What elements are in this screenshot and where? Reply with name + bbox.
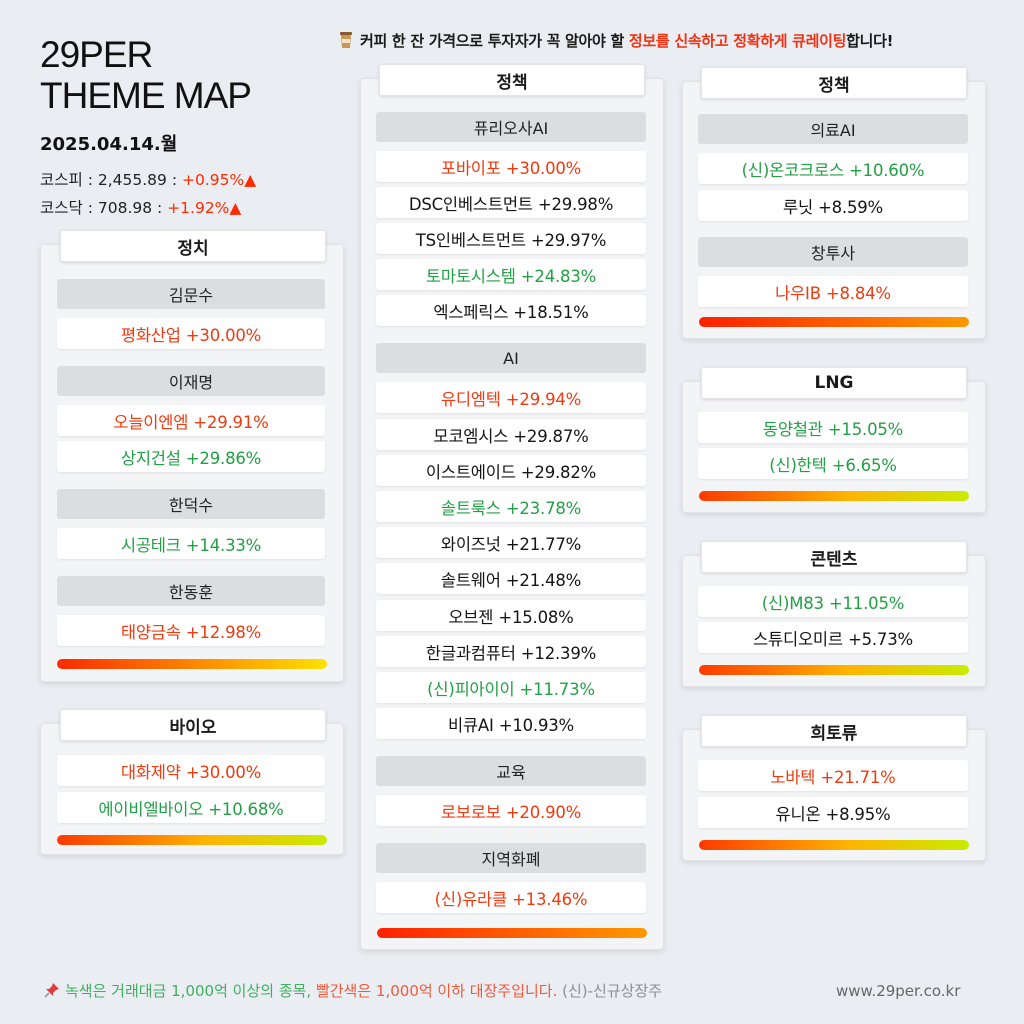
- kospi-change: +0.95%▲: [181, 171, 257, 189]
- brand-title: 29PER THEME MAP: [40, 34, 252, 116]
- stock-item: (신)유라클 +13.46%: [376, 882, 646, 913]
- footnote-red: 빨간색은 1,000억 이하 대장주입니다.: [315, 982, 558, 1000]
- stock-item: 토마토시스템 +24.83%: [376, 259, 646, 290]
- tagline: 커피 한 잔 가격으로 투자자가 꼭 알아야 할 정보를 신속하고 정확하게 큐…: [338, 30, 894, 51]
- stock-item: 로보로보 +20.90%: [376, 795, 646, 826]
- panel-accent-bar: [57, 659, 327, 669]
- report-date: 2025.04.14.월: [40, 134, 178, 155]
- stock-item: 시공테크 +14.33%: [57, 528, 325, 559]
- panel-title-bio: 바이오: [60, 709, 326, 741]
- stock-item: 엑스페릭스 +18.51%: [376, 295, 646, 326]
- panel-title-lng: LNG: [701, 367, 967, 399]
- subhead-ai: AI: [376, 343, 646, 373]
- kosdaq-value: 708.98: [97, 199, 153, 217]
- stock-item: 평화산업 +30.00%: [57, 318, 325, 349]
- subhead-furiosaai: 퓨리오사AI: [376, 112, 646, 142]
- stock-item: 유니온 +8.95%: [698, 797, 968, 828]
- kosdaq-change: +1.92%▲: [167, 199, 242, 217]
- brand-line-2: THEME MAP: [40, 75, 252, 116]
- kosdaq-index: 코스닥 : 708.98 : +1.92%▲: [40, 196, 241, 218]
- tagline-highlight: 정보를 신속하고 정확하게 큐레이팅: [628, 32, 847, 50]
- coffee-cup-icon: [340, 32, 352, 48]
- stock-item: 유디엠텍 +29.94%: [376, 382, 646, 413]
- stock-item: 나우IB +8.84%: [698, 276, 968, 307]
- stock-item: 솔트웨어 +21.48%: [376, 563, 646, 594]
- subhead-local-currency: 지역화폐: [376, 843, 646, 873]
- website-link[interactable]: www.29per.co.kr: [836, 982, 961, 1000]
- stock-item: 비큐AI +10.93%: [376, 708, 646, 739]
- stock-item: 한글과컴퓨터 +12.39%: [376, 636, 646, 667]
- stock-item: 에이비엘바이오 +10.68%: [57, 792, 325, 823]
- subhead-education: 교육: [376, 756, 646, 786]
- stock-item: 스튜디오미르 +5.73%: [698, 622, 968, 653]
- kospi-value: 2,455.89: [97, 171, 167, 189]
- panel-accent-bar: [699, 665, 969, 675]
- stock-item: 와이즈넛 +21.77%: [376, 527, 646, 558]
- subhead-kimmoonsoo: 김문수: [57, 279, 325, 309]
- panel-accent-bar: [699, 840, 969, 850]
- stock-item: (신)한텍 +6.65%: [698, 448, 968, 479]
- subhead-leejaemyung: 이재명: [57, 366, 325, 396]
- subhead-vc: 창투사: [698, 237, 968, 267]
- panel-bio: [40, 723, 344, 855]
- stock-item: 루닛 +8.59%: [698, 190, 968, 221]
- kospi-index: 코스피 : 2,455.89 : +0.95%▲: [40, 168, 256, 190]
- panel-accent-bar: [699, 317, 969, 327]
- stock-item: 오브젠 +15.08%: [376, 600, 646, 631]
- panel-title-contents: 콘텐츠: [701, 541, 967, 573]
- stock-item: 대화제약 +30.00%: [57, 755, 325, 786]
- panel-title-politics: 정치: [60, 230, 326, 262]
- stock-item: 상지건설 +29.86%: [57, 441, 325, 472]
- subhead-medical-ai: 의료AI: [698, 114, 968, 144]
- panel-rare-earth: [682, 729, 986, 861]
- legend-footnote: 녹색은 거래대금 1,000억 이상의 종목, 빨간색은 1,000억 이하 대…: [44, 980, 662, 1001]
- stock-item: 태양금속 +12.98%: [57, 615, 325, 646]
- subhead-handonghoon: 한동훈: [57, 576, 325, 606]
- stock-item: 솔트룩스 +23.78%: [376, 491, 646, 522]
- stock-item: 모코엠시스 +29.87%: [376, 419, 646, 450]
- stock-item: 포바이포 +30.00%: [376, 151, 646, 182]
- stock-item: 이스트에이드 +29.82%: [376, 455, 646, 486]
- panel-accent-bar: [57, 835, 327, 845]
- brand-line-1: 29PER: [40, 34, 153, 75]
- stock-item: 노바텍 +21.71%: [698, 760, 968, 791]
- tagline-text-2: 합니다!: [846, 32, 894, 50]
- panel-title-policy-right: 정책: [701, 67, 967, 99]
- subhead-handucksoo: 한덕수: [57, 489, 325, 519]
- tagline-text-1: 커피 한 잔 가격으로 투자자가 꼭 알아야 할: [360, 32, 629, 50]
- kosdaq-sep: :: [152, 199, 168, 217]
- stock-item: 오늘이엔엠 +29.91%: [57, 405, 325, 436]
- panel-title-rare-earth: 희토류: [701, 715, 967, 747]
- stock-item: (신)피아이이 +11.73%: [376, 672, 646, 703]
- kospi-sep: :: [166, 171, 182, 189]
- panel-accent-bar: [699, 491, 969, 501]
- stock-item: TS인베스트먼트 +29.97%: [376, 223, 646, 254]
- stock-item: 동양철관 +15.05%: [698, 412, 968, 443]
- stock-item: (신)M83 +11.05%: [698, 586, 968, 617]
- pushpin-icon: [44, 983, 59, 998]
- footnote-new-listing: (신)-신규상장주: [557, 982, 663, 1000]
- stock-item: (신)온코크로스 +10.60%: [698, 153, 968, 184]
- panel-accent-bar: [377, 928, 647, 938]
- footnote-green: 녹색은 거래대금 1,000억 이상의 종목,: [65, 982, 316, 1000]
- kospi-label: 코스피 :: [40, 171, 98, 189]
- stock-item: DSC인베스트먼트 +29.98%: [376, 187, 646, 218]
- kosdaq-label: 코스닥 :: [40, 199, 98, 217]
- panel-title-policy-middle: 정책: [379, 64, 645, 96]
